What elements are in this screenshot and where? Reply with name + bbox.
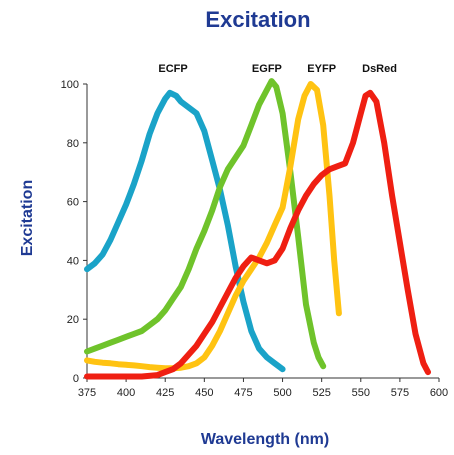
x-tick-label: 525	[312, 387, 330, 399]
y-tick-label: 80	[67, 138, 79, 150]
x-axis-label: Wavelength (nm)	[201, 431, 329, 448]
x-tick-label: 450	[195, 387, 213, 399]
x-axis-ticks: 375 400 425 450 475 500 525 550 575 600	[78, 378, 448, 399]
series-label-dsred: DsRed	[362, 63, 397, 75]
series-label-egfp: EGFP	[252, 63, 282, 75]
x-tick-label: 575	[391, 387, 409, 399]
series-line-egfp	[84, 78, 327, 370]
chart-title: Excitation	[205, 7, 310, 32]
series-labels: ECFP EGFP EYFP DsRed	[158, 63, 397, 75]
x-tick-label: 500	[273, 387, 291, 399]
series-line-eyfp	[84, 81, 342, 372]
series-label-eyfp: EYFP	[307, 63, 336, 75]
y-tick-label: 0	[73, 373, 79, 385]
series-line-dsred	[84, 89, 431, 380]
x-tick-label: 550	[352, 387, 370, 399]
y-tick-label: 60	[67, 197, 79, 209]
x-tick-label: 375	[78, 387, 96, 399]
series-line-ecfp	[84, 89, 286, 373]
x-tick-label: 425	[156, 387, 174, 399]
x-tick-label: 400	[117, 387, 135, 399]
y-axis-label: Excitation	[19, 180, 36, 256]
series-lines	[84, 78, 431, 380]
y-axis-ticks: 0 20 40 60 80 100	[61, 79, 87, 385]
y-tick-label: 20	[67, 314, 79, 326]
series-label-ecfp: ECFP	[158, 63, 187, 75]
y-tick-label: 40	[67, 255, 79, 267]
y-tick-label: 100	[61, 79, 79, 91]
x-tick-label: 475	[234, 387, 252, 399]
x-tick-label: 600	[430, 387, 448, 399]
